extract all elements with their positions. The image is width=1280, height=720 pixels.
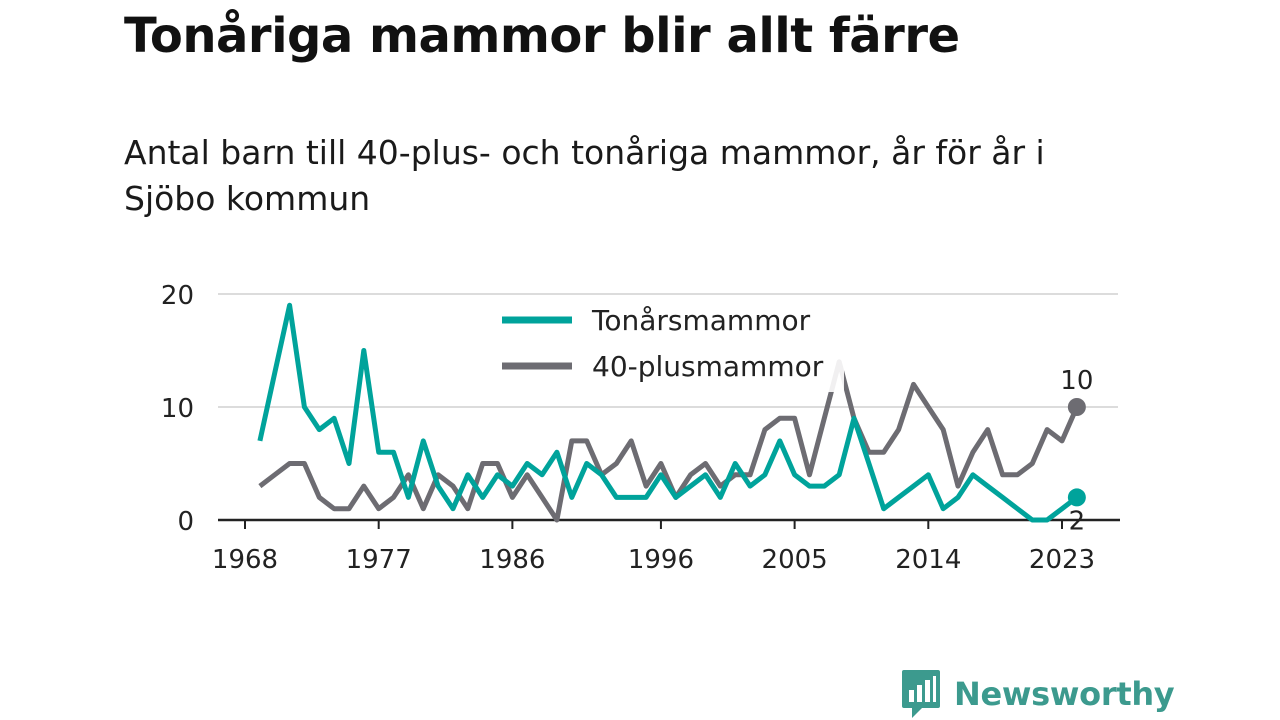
x-tick-label: 2023 bbox=[1029, 545, 1095, 575]
x-tick-label: 2014 bbox=[895, 545, 961, 575]
x-tick-label: 1986 bbox=[479, 545, 545, 575]
x-tick-label: 1996 bbox=[628, 545, 694, 575]
series-end-label: 10 bbox=[1060, 366, 1093, 396]
y-tick-label: 0 bbox=[177, 507, 194, 537]
legend-background bbox=[494, 296, 844, 392]
x-tick-label: 1968 bbox=[212, 545, 278, 575]
legend-label: 40-plusmammor bbox=[592, 350, 824, 383]
legend: Tonårsmammor 40-plusmammor bbox=[494, 296, 844, 392]
series-line-fortyplus bbox=[258, 359, 1080, 523]
x-tick-label: 1977 bbox=[346, 545, 412, 575]
chart-subtitle: Antal barn till 40-plus- och tonåriga ma… bbox=[124, 133, 1045, 218]
series-end-marker bbox=[1067, 398, 1086, 416]
x-tick-label: 2005 bbox=[762, 545, 828, 575]
series-end-label: 2 bbox=[1069, 506, 1086, 536]
series-end-marker bbox=[1067, 488, 1086, 507]
newsworthy-logo: Newsworthy bbox=[900, 668, 1175, 720]
chart-title: Tonåriga mammor blir allt färre bbox=[124, 8, 960, 64]
brand-name: Newsworthy bbox=[954, 675, 1175, 713]
y-tick-label: 10 bbox=[161, 394, 194, 424]
y-tick-label: 20 bbox=[161, 281, 194, 311]
newsworthy-logo-icon bbox=[902, 670, 940, 718]
series-line-tonarsmammor bbox=[257, 302, 1079, 523]
legend-label: Tonårsmammor bbox=[591, 304, 811, 337]
